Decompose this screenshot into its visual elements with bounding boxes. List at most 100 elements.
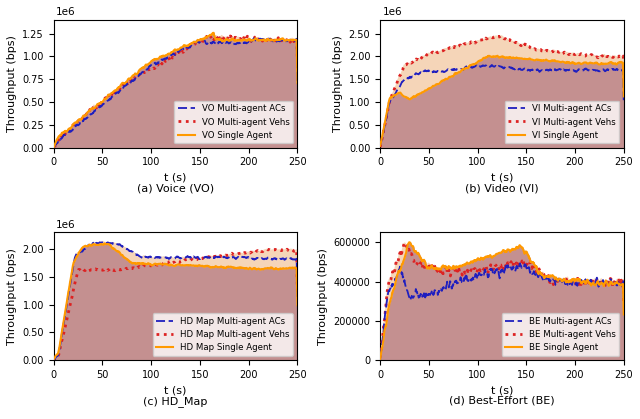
VO Multi-agent ACs [234, 40, 241, 45]
BE Multi-agent ACs [560, 278, 568, 283]
Text: 1e6: 1e6 [383, 7, 402, 17]
VO Multi-agent ACs [93, 106, 100, 111]
Text: (b) Video (VI): (b) Video (VI) [465, 184, 539, 193]
BE Single Agent [439, 263, 447, 268]
HD Map Single Agent [194, 264, 202, 269]
HD Map Multi-agent ACs [99, 239, 107, 244]
BE Single Agent [560, 276, 568, 281]
HD Map Multi-agent ACs [234, 255, 241, 260]
BE Multi-agent Vehs [401, 241, 409, 246]
Line: BE Multi-agent Vehs: BE Multi-agent Vehs [380, 243, 624, 358]
HD Map Multi-agent ACs [294, 296, 301, 301]
VO Multi-agent ACs [212, 40, 220, 45]
BE Single Agent [487, 253, 495, 259]
BE Single Agent [420, 258, 428, 263]
BE Multi-agent Vehs [540, 271, 547, 276]
VI Multi-agent ACs [487, 64, 495, 69]
VO Multi-agent Vehs [50, 145, 58, 150]
VI Single Agent [540, 58, 547, 63]
VI Multi-agent Vehs [620, 76, 628, 81]
VI Single Agent [620, 94, 628, 99]
Line: VI Multi-agent ACs: VI Multi-agent ACs [380, 65, 624, 146]
HD Map Multi-agent Vehs [234, 252, 241, 257]
VI Single Agent [439, 78, 447, 83]
VI Single Agent [419, 89, 427, 94]
VI Multi-agent ACs [620, 98, 628, 103]
VO Multi-agent ACs [50, 145, 58, 150]
VI Single Agent [520, 56, 528, 61]
Legend: VO Multi-agent ACs, VO Multi-agent Vehs, VO Single Agent: VO Multi-agent ACs, VO Multi-agent Vehs,… [174, 101, 293, 143]
VI Single Agent [376, 143, 384, 148]
HD Map Single Agent [50, 357, 58, 362]
Y-axis label: Throughput (bps): Throughput (bps) [7, 35, 17, 132]
VI Multi-agent Vehs [520, 44, 528, 49]
BE Single Agent [620, 312, 628, 317]
HD Map Multi-agent Vehs [213, 254, 221, 259]
Y-axis label: Throughput (bps): Throughput (bps) [318, 248, 328, 345]
VI Multi-agent ACs [560, 67, 568, 72]
VI Single Agent [494, 53, 502, 58]
BE Multi-agent ACs [540, 275, 547, 280]
HD Map Single Agent [161, 261, 168, 266]
Line: HD Map Single Agent: HD Map Single Agent [54, 243, 298, 359]
HD Map Multi-agent Vehs [161, 261, 168, 266]
VI Single Agent [560, 59, 568, 65]
HD Map Multi-agent Vehs [194, 257, 202, 262]
BE Multi-agent Vehs [520, 263, 528, 268]
VI Multi-agent Vehs [540, 47, 547, 52]
VO Multi-agent ACs [250, 36, 258, 41]
BE Multi-agent Vehs [376, 355, 384, 360]
BE Multi-agent ACs [516, 261, 524, 266]
HD Map Multi-agent Vehs [93, 267, 101, 272]
BE Multi-agent ACs [439, 285, 447, 290]
BE Multi-agent ACs [486, 266, 494, 272]
HD Map Multi-agent Vehs [51, 358, 58, 363]
HD Map Single Agent [93, 243, 100, 248]
Line: VO Multi-agent ACs: VO Multi-agent ACs [54, 39, 298, 147]
VI Multi-agent ACs [376, 143, 384, 148]
VI Single Agent [486, 54, 494, 59]
Text: 1e6: 1e6 [56, 7, 76, 17]
Line: VI Single Agent: VI Single Agent [380, 56, 624, 146]
Line: HD Map Multi-agent Vehs: HD Map Multi-agent Vehs [54, 249, 298, 360]
VO Multi-agent Vehs [213, 34, 221, 39]
BE Multi-agent ACs [376, 355, 384, 360]
HD Map Multi-agent ACs [213, 254, 221, 259]
VO Multi-agent Vehs [193, 40, 201, 45]
VO Single Agent [213, 37, 221, 42]
VO Multi-agent ACs [294, 80, 301, 85]
HD Map Multi-agent Vehs [294, 292, 301, 297]
BE Multi-agent Vehs [439, 270, 447, 275]
VO Single Agent [234, 38, 241, 43]
X-axis label: t (s): t (s) [164, 173, 187, 183]
HD Map Multi-agent ACs [93, 240, 100, 245]
X-axis label: t (s): t (s) [164, 385, 187, 396]
VI Multi-agent Vehs [497, 34, 505, 39]
BE Multi-agent Vehs [420, 261, 428, 266]
VO Single Agent [113, 88, 120, 93]
Text: (a) Voice (VO): (a) Voice (VO) [137, 184, 214, 193]
BE Single Agent [540, 274, 547, 279]
VO Single Agent [160, 53, 168, 58]
HD Map Multi-agent Vehs [50, 358, 58, 363]
VI Multi-agent Vehs [376, 145, 384, 150]
HD Map Multi-agent ACs [161, 255, 168, 260]
Line: HD Map Multi-agent ACs: HD Map Multi-agent ACs [54, 242, 298, 360]
VI Multi-agent ACs [419, 70, 427, 75]
Text: (c) HD_Map: (c) HD_Map [143, 396, 208, 407]
VO Multi-agent Vehs [234, 35, 241, 40]
BE Multi-agent Vehs [560, 278, 568, 283]
X-axis label: t (s): t (s) [491, 173, 513, 183]
VI Multi-agent Vehs [560, 50, 568, 55]
VI Multi-agent ACs [540, 68, 547, 73]
VO Single Agent [193, 38, 201, 43]
X-axis label: t (s): t (s) [491, 385, 513, 396]
HD Map Single Agent [113, 248, 120, 253]
HD Map Multi-agent ACs [113, 241, 120, 246]
HD Map Single Agent [213, 264, 221, 269]
Line: BE Multi-agent ACs: BE Multi-agent ACs [380, 264, 624, 357]
Y-axis label: Throughput (bps): Throughput (bps) [7, 248, 17, 345]
HD Map Single Agent [100, 241, 108, 246]
Y-axis label: Throughput (bps): Throughput (bps) [333, 35, 343, 132]
Legend: VI Multi-agent ACs, VI Multi-agent Vehs, VI Single Agent: VI Multi-agent ACs, VI Multi-agent Vehs,… [505, 101, 620, 143]
